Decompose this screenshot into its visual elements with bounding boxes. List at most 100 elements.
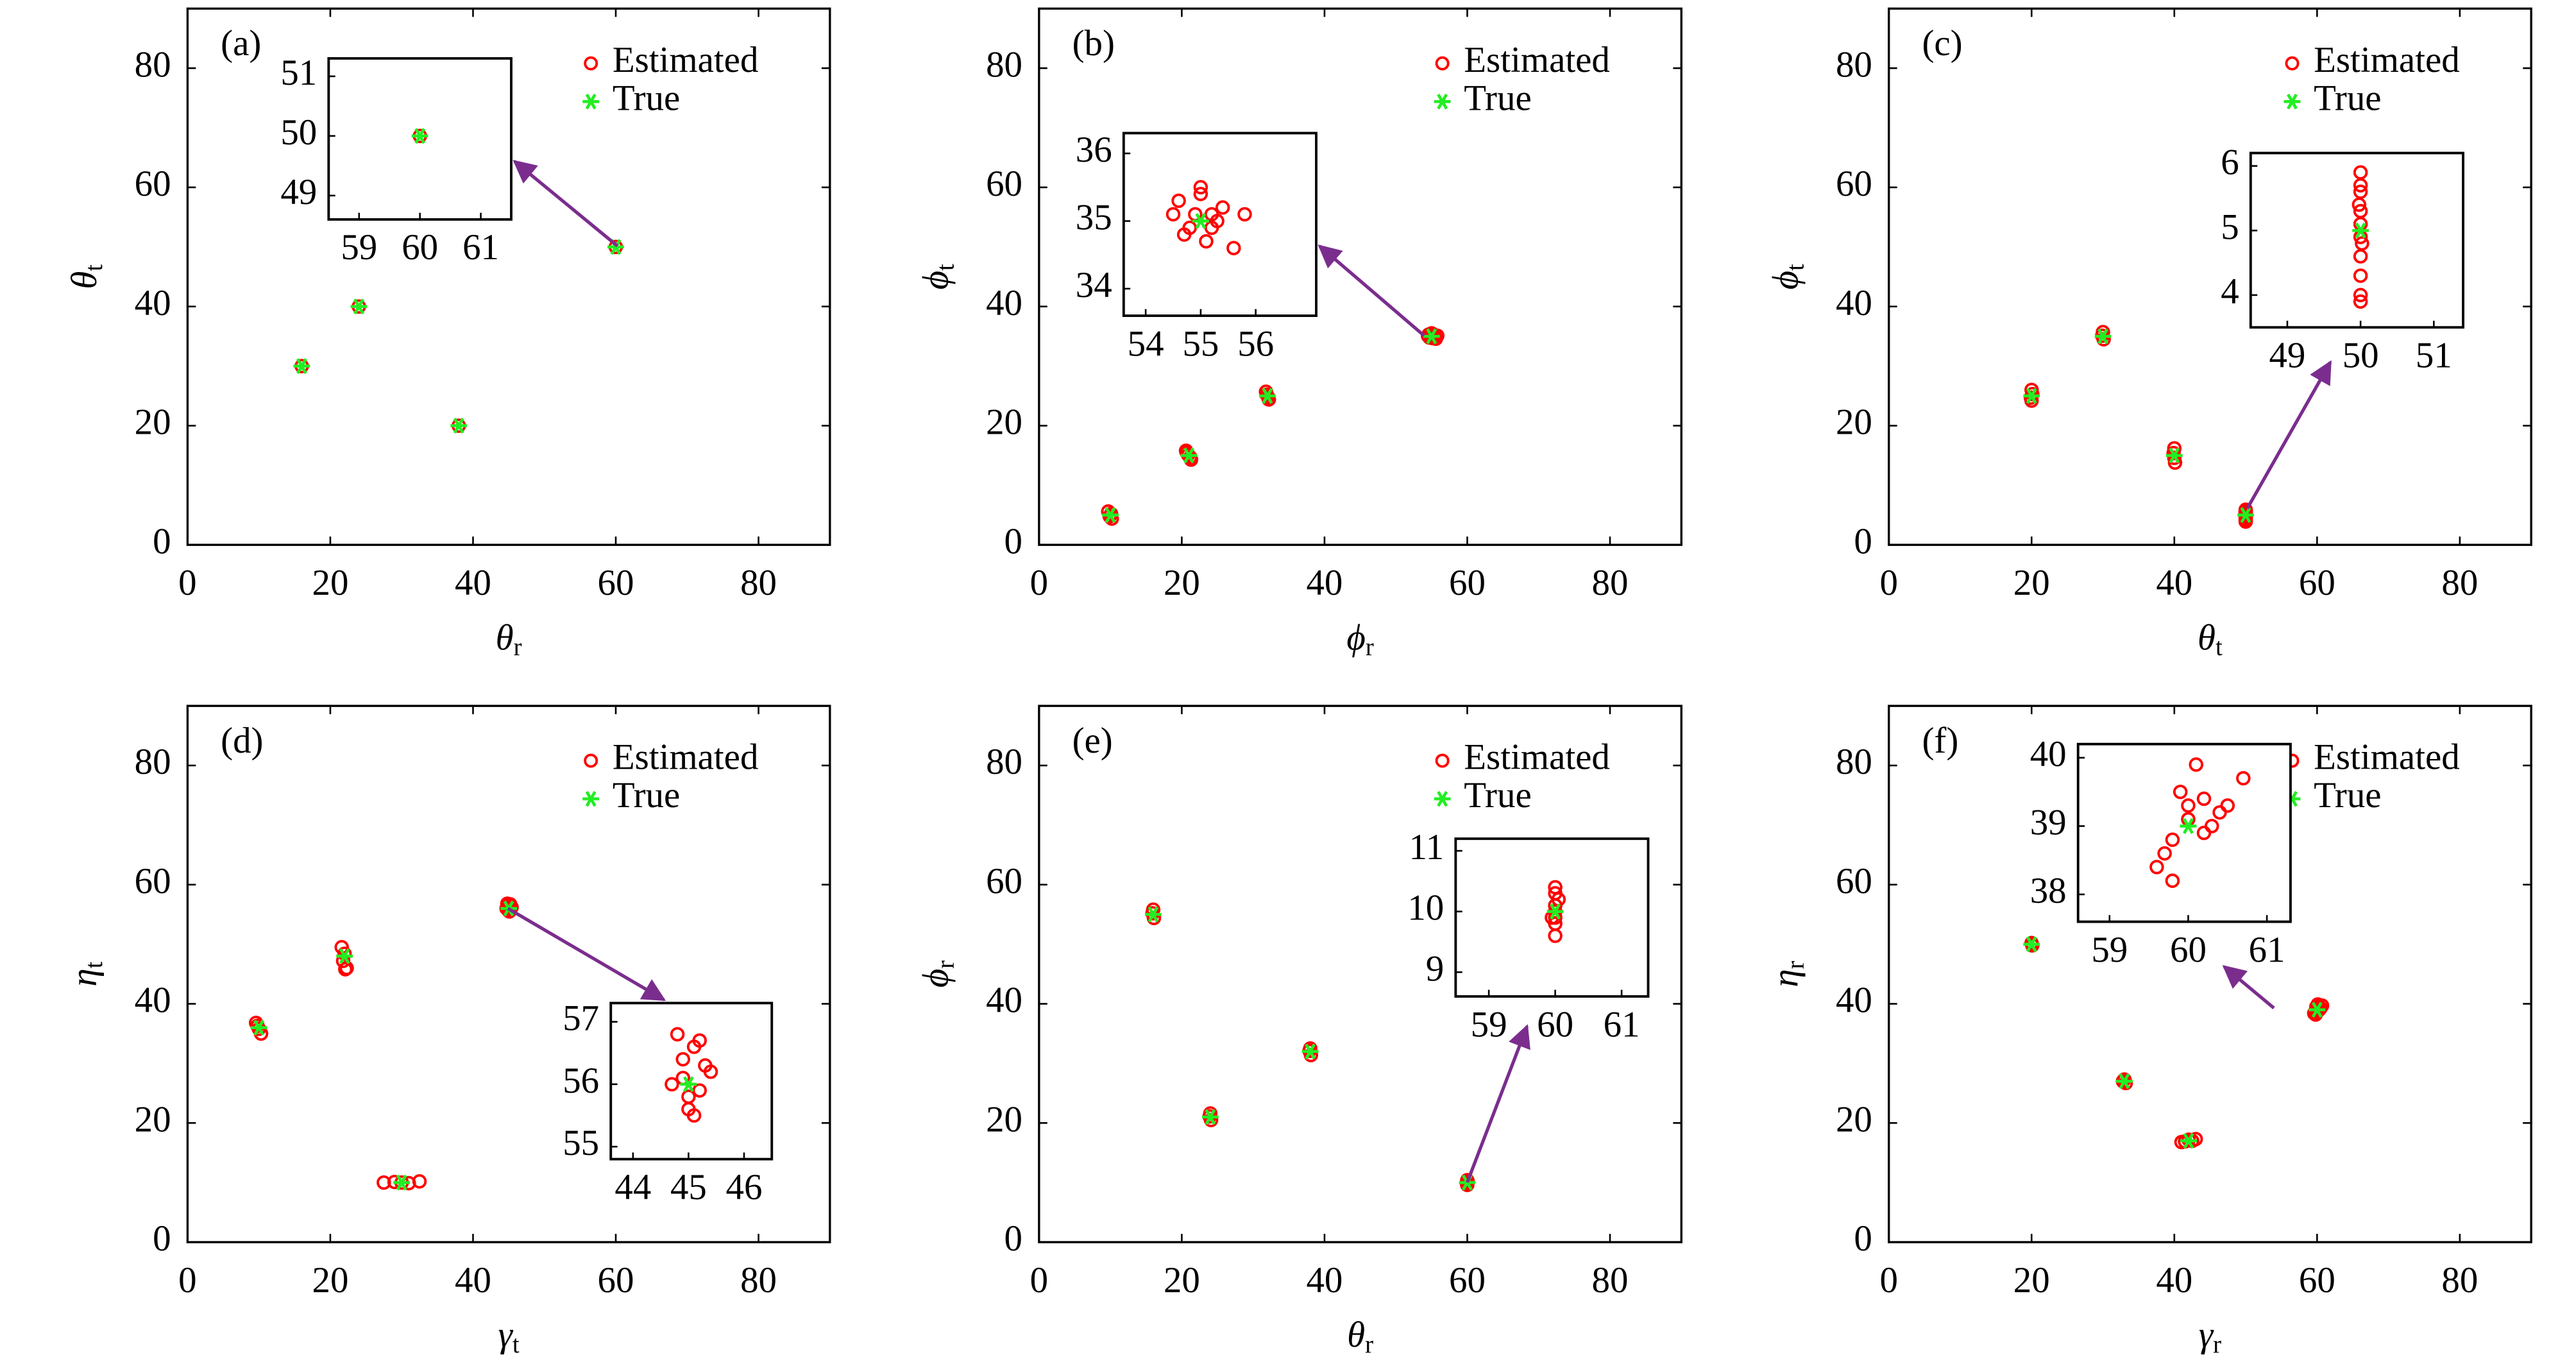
inset-x-tick-label: 56 bbox=[1237, 323, 1274, 364]
panel-label: (d) bbox=[221, 721, 263, 761]
x-tick-label: 40 bbox=[2156, 1260, 2192, 1301]
true-point bbox=[1102, 507, 1119, 524]
true-point bbox=[411, 128, 428, 144]
legend-marker bbox=[1434, 94, 1451, 110]
legend-label: Estimated bbox=[2314, 40, 2460, 80]
x-tick-label: 60 bbox=[598, 563, 634, 603]
legend-label: True bbox=[613, 775, 680, 815]
true-point bbox=[2165, 447, 2183, 464]
x-tick-label: 60 bbox=[1449, 563, 1486, 603]
x-tick-label: 20 bbox=[312, 1260, 348, 1301]
x-tick-label: 80 bbox=[2441, 1260, 2478, 1301]
legend-label: Estimated bbox=[1464, 737, 1610, 778]
y-tick-label: 40 bbox=[986, 283, 1022, 323]
x-axis-symbol: γ bbox=[2199, 1315, 2214, 1355]
x-axis-label: θr bbox=[1347, 1315, 1373, 1357]
y-tick-label: 60 bbox=[1836, 861, 1872, 901]
estimated-point bbox=[2196, 791, 2212, 807]
true-point bbox=[1144, 906, 1162, 923]
estimated-point bbox=[665, 1077, 679, 1092]
x-tick-label: 80 bbox=[740, 563, 777, 603]
legend-label: True bbox=[613, 78, 680, 118]
inset-x-tick-label: 51 bbox=[2416, 335, 2452, 375]
y-tick-label: 80 bbox=[1836, 742, 1872, 782]
x-axis-symbol: ϕ bbox=[1346, 617, 1365, 658]
panel-label: (e) bbox=[1072, 721, 1113, 761]
estimated-point bbox=[2236, 771, 2251, 786]
estimated-point bbox=[412, 1174, 427, 1189]
y-tick-label: 80 bbox=[135, 742, 171, 782]
y-tick-label: 0 bbox=[1854, 1218, 1872, 1259]
x-tick-label: 80 bbox=[1592, 563, 1629, 603]
true-point bbox=[2115, 1073, 2133, 1089]
inset-y-tick-label: 35 bbox=[1076, 198, 1112, 238]
inset-y-tick-label: 51 bbox=[280, 53, 317, 93]
y-tick-label: 20 bbox=[1836, 1099, 1872, 1139]
estimated-point bbox=[1176, 227, 1192, 242]
legend-label: True bbox=[2314, 78, 2381, 118]
y-tick-label: 0 bbox=[153, 1218, 171, 1259]
x-tick-label: 40 bbox=[1306, 563, 1343, 603]
x-axis-subscript: r bbox=[1365, 1331, 1373, 1357]
estimated-point bbox=[1548, 928, 1563, 943]
x-tick-label: 40 bbox=[1306, 1260, 1343, 1301]
x-tick-label: 60 bbox=[2299, 563, 2335, 603]
x-tick-label: 40 bbox=[2156, 563, 2192, 603]
inset-x-tick-label: 46 bbox=[726, 1167, 763, 1208]
legend-label: True bbox=[1464, 775, 1531, 815]
inset-frame bbox=[1122, 132, 1318, 318]
x-tick-label: 40 bbox=[455, 1260, 491, 1301]
panel-label: (b) bbox=[1072, 23, 1115, 64]
y-axis-subscript: r bbox=[931, 960, 959, 969]
true-point bbox=[2180, 818, 2197, 834]
y-tick-label: 0 bbox=[1004, 521, 1022, 561]
x-axis-symbol: θ bbox=[2198, 617, 2216, 658]
inset-x-tick-label: 45 bbox=[670, 1167, 707, 1208]
estimated-point bbox=[2353, 287, 2368, 303]
x-tick-label: 0 bbox=[1879, 563, 1897, 603]
y-axis-symbol: ϕ bbox=[916, 969, 956, 987]
true-point bbox=[350, 298, 368, 315]
y-axis-subscript: t bbox=[80, 961, 108, 968]
inset-x-tick-label: 55 bbox=[1182, 323, 1219, 364]
y-tick-label: 60 bbox=[135, 164, 171, 204]
x-tick-label: 60 bbox=[1449, 1260, 1486, 1301]
inset-y-tick-label: 39 bbox=[2030, 803, 2067, 843]
inset-y-tick-label: 9 bbox=[1426, 948, 1444, 989]
estimated-point bbox=[2310, 1000, 2325, 1016]
x-tick-label: 80 bbox=[1592, 1260, 1629, 1301]
true-point bbox=[336, 948, 353, 964]
y-tick-label: 40 bbox=[135, 283, 171, 323]
x-axis-subscript: r bbox=[514, 633, 522, 661]
inset-y-tick-label: 34 bbox=[1076, 265, 1112, 305]
y-axis-label: ηt bbox=[64, 961, 108, 986]
inset-x-tick-label: 59 bbox=[2091, 930, 2128, 970]
legend-label: Estimated bbox=[613, 40, 759, 80]
x-tick-label: 20 bbox=[2013, 1260, 2050, 1301]
y-axis-symbol: η bbox=[1766, 969, 1806, 987]
x-axis-label: θr bbox=[496, 617, 522, 661]
true-point bbox=[1546, 903, 1564, 920]
y-tick-label: 60 bbox=[986, 164, 1022, 204]
inset-y-tick-label: 11 bbox=[1409, 827, 1444, 867]
x-tick-label: 0 bbox=[1030, 563, 1048, 603]
inset-y-tick-label: 40 bbox=[2030, 734, 2067, 774]
true-point bbox=[393, 1174, 411, 1191]
y-axis-label: ϕt bbox=[916, 264, 960, 289]
legend-marker bbox=[2284, 94, 2301, 110]
panel-label: (f) bbox=[1922, 721, 1958, 761]
true-point bbox=[1258, 388, 1276, 404]
estimated-point bbox=[2353, 294, 2368, 309]
inset-y-tick-label: 55 bbox=[563, 1123, 599, 1163]
inset-arrow bbox=[513, 160, 619, 248]
estimated-point bbox=[1204, 220, 1219, 235]
inset-y-tick-label: 50 bbox=[280, 112, 317, 153]
true-point bbox=[2352, 222, 2369, 239]
true-point bbox=[450, 418, 468, 434]
inset-x-tick-label: 54 bbox=[1128, 323, 1164, 364]
x-axis-subscript: t bbox=[513, 1331, 520, 1357]
inset-arrow bbox=[2246, 360, 2332, 509]
inset-x-tick-label: 61 bbox=[1604, 1004, 1640, 1045]
y-tick-label: 40 bbox=[1836, 283, 1872, 323]
x-tick-label: 20 bbox=[312, 563, 348, 603]
